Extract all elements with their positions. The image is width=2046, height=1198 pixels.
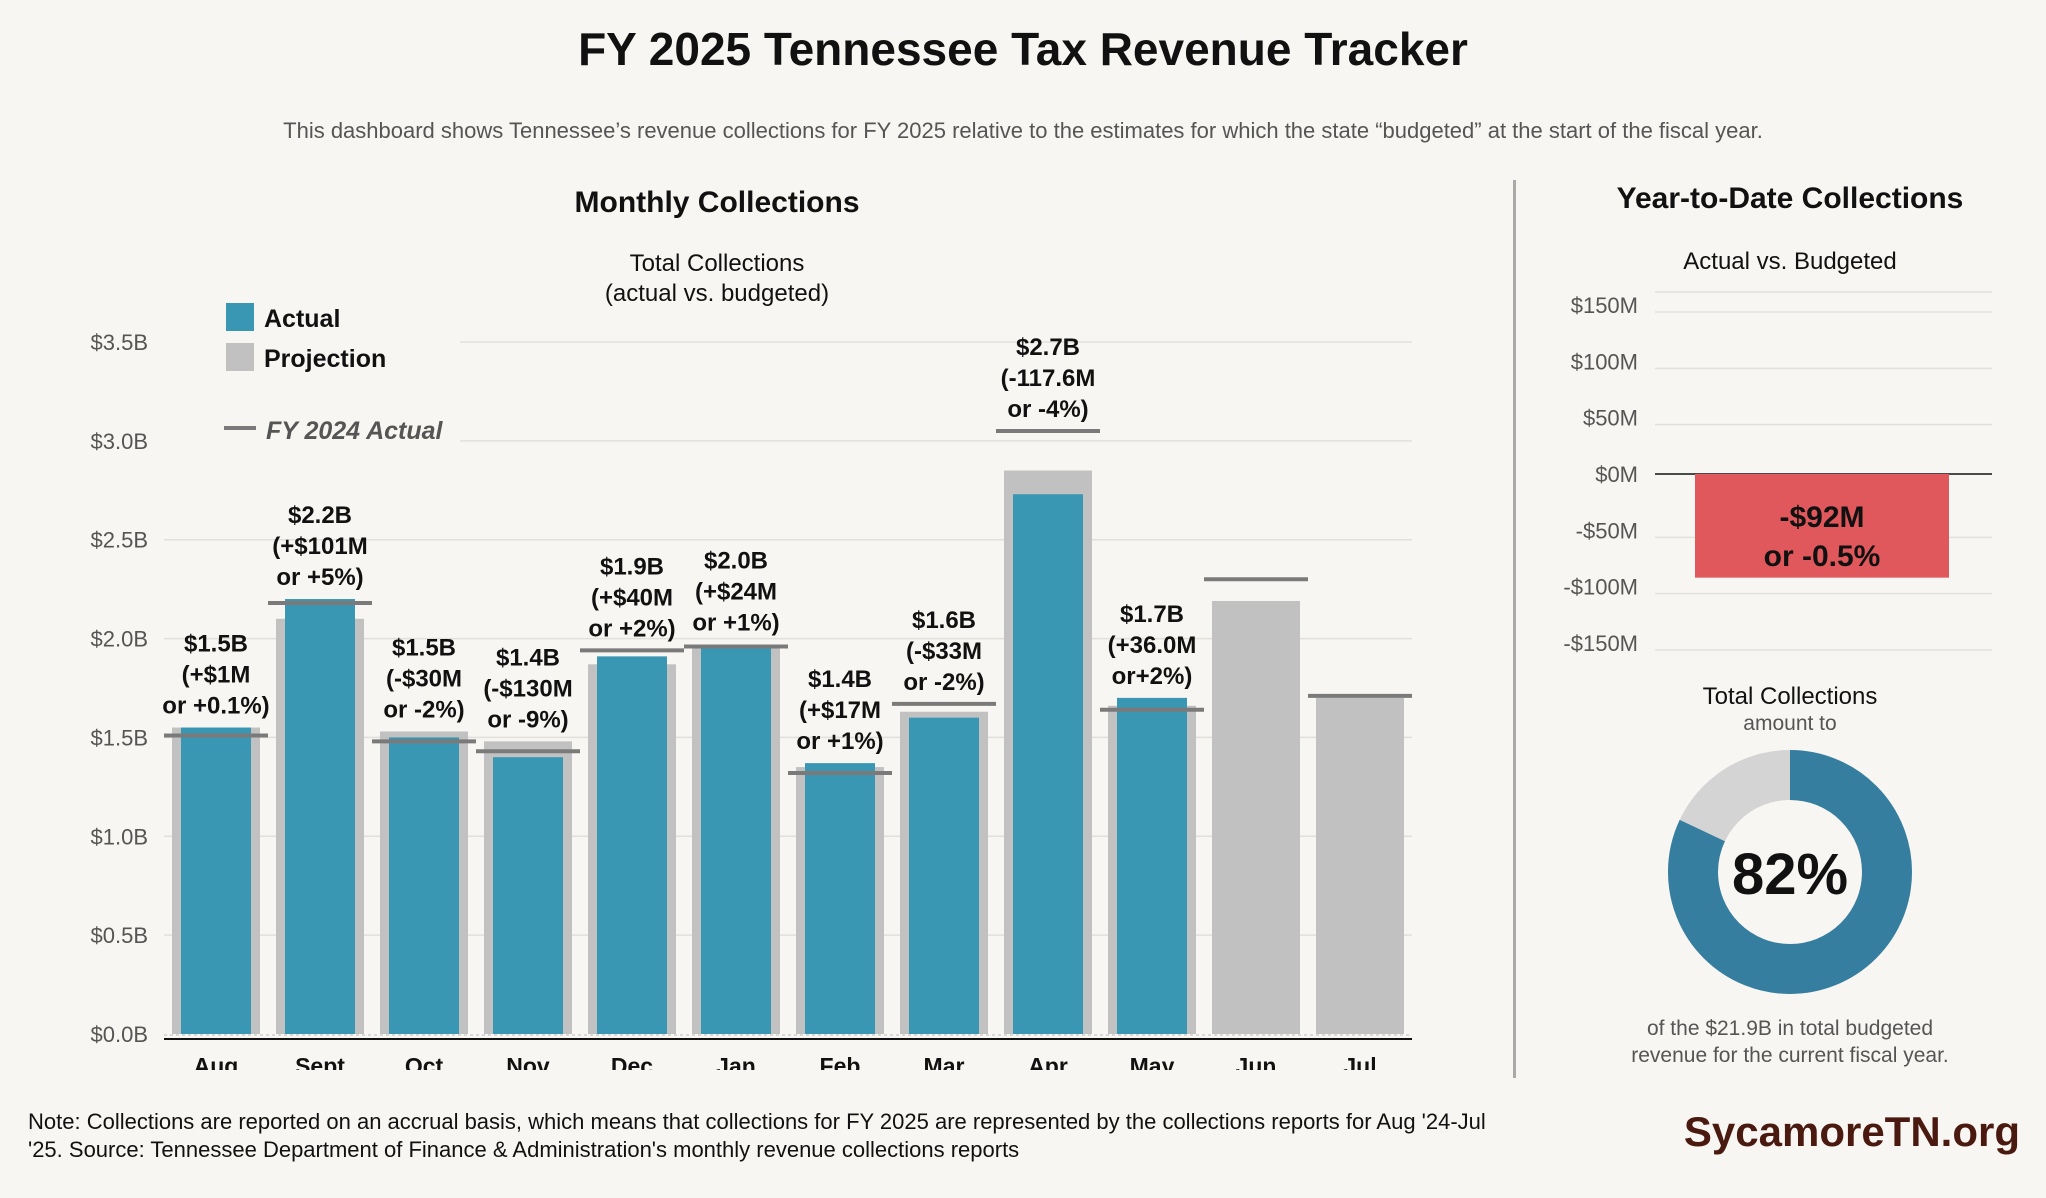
x-tick-label: Jan — [716, 1053, 756, 1070]
donut-title: Total Collections — [1703, 683, 1878, 710]
x-tick-label: May — [1130, 1053, 1175, 1070]
donut-center-label: 82% — [1732, 842, 1848, 907]
y-tick-label: $1.5B — [91, 725, 149, 750]
y-tick-label: $2.5B — [91, 528, 149, 553]
legend-actual-label: Actual — [264, 305, 340, 333]
data-label: $1.5B — [392, 634, 456, 661]
data-label: $1.4B — [496, 644, 560, 671]
ytd-chart-title: Actual vs. Budgeted — [1683, 248, 1896, 275]
brand-logo: SycamoreTN.org — [1683, 1108, 2020, 1155]
data-label: or +1%) — [796, 728, 883, 755]
x-tick-label: Dec — [611, 1053, 653, 1070]
data-label: $1.6B — [912, 607, 976, 634]
data-label: (+$1M — [182, 662, 251, 689]
donut-subtitle: amount to — [1743, 712, 1836, 735]
footnote-line: Note: Collections are reported on an acc… — [28, 1109, 1486, 1134]
data-label: (+36.0M — [1108, 632, 1197, 659]
legend-projection-label: Projection — [264, 345, 386, 373]
monthly-section-title: Monthly Collections — [575, 186, 860, 219]
data-label: $1.4B — [808, 666, 872, 693]
legend-fy2024-label: FY 2024 Actual — [266, 417, 444, 445]
data-label: (+$17M — [799, 697, 881, 724]
data-label: or +2%) — [588, 615, 675, 642]
data-label: or +5%) — [276, 564, 363, 591]
y-tick-label: $3.5B — [91, 330, 149, 355]
x-tick-label: Jun — [1236, 1053, 1277, 1070]
donut-caption: of the $21.9B in total budgeted — [1647, 1017, 1933, 1040]
ytd-variance-label-2: or -0.5% — [1764, 540, 1881, 573]
page-title: FY 2025 Tennessee Tax Revenue Tracker — [578, 23, 1468, 75]
actual-bar — [909, 717, 979, 1034]
actual-bar — [1117, 697, 1187, 1034]
data-label: (+$40M — [591, 584, 673, 611]
ytd-collections-panel: Year-to-Date Collections Actual vs. Budg… — [1563, 182, 1992, 1067]
y-tick-label: -$50M — [1576, 518, 1638, 543]
data-label: (-$30M — [386, 665, 462, 692]
data-label: $2.0B — [704, 548, 768, 575]
monthly-chart-title: Total Collections — [630, 250, 805, 277]
actual-bar — [805, 763, 875, 1034]
footnote-line-2: '25. Source: Tennessee Department of Fin… — [28, 1137, 1020, 1162]
footnote: Note: Collections are reported on an acc… — [28, 1108, 1648, 1164]
actual-bar — [389, 737, 459, 1034]
y-tick-label: $150M — [1571, 293, 1638, 318]
x-tick-label: Sept — [295, 1053, 345, 1070]
ytd-variance-bar — [1695, 474, 1949, 578]
y-tick-label: $0M — [1595, 462, 1638, 487]
legend: Actual Projection FY 2024 Actual — [224, 303, 444, 445]
data-label: (+$101M — [272, 533, 367, 560]
data-label: or +1%) — [692, 610, 779, 637]
data-label: (-$33M — [906, 638, 982, 665]
x-tick-label: Mar — [924, 1053, 965, 1070]
donut-caption-2: revenue for the current fiscal year. — [1631, 1044, 1949, 1067]
y-tick-label: -$100M — [1563, 575, 1638, 600]
monthly-chart-title-2: (actual vs. budgeted) — [605, 280, 829, 307]
data-label: or -2%) — [383, 696, 464, 723]
data-label: or +0.1%) — [162, 693, 269, 720]
actual-bar — [597, 656, 667, 1034]
data-label: (-$130M — [483, 675, 572, 702]
ytd-variance-label: -$92M — [1779, 501, 1864, 534]
y-tick-label: $50M — [1583, 406, 1638, 431]
data-label: $2.2B — [288, 502, 352, 529]
section-divider — [1513, 180, 1516, 1078]
y-tick-label: $0.5B — [91, 923, 149, 948]
actual-bar — [285, 599, 355, 1034]
y-tick-label: $2.0B — [91, 627, 149, 652]
actual-bar — [701, 644, 771, 1034]
x-tick-label: Feb — [820, 1053, 861, 1070]
x-tick-label: Apr — [1028, 1053, 1068, 1070]
x-tick-label: Aug — [194, 1053, 239, 1070]
data-label: (-117.6M — [1001, 365, 1096, 392]
data-label: or+2%) — [1112, 663, 1193, 690]
legend-projection-swatch — [226, 343, 254, 371]
data-label: $1.9B — [600, 553, 664, 580]
y-tick-label: $3.0B — [91, 429, 149, 454]
y-tick-label: $1.0B — [91, 824, 149, 849]
projection-bar — [1212, 601, 1300, 1034]
x-tick-label: Nov — [506, 1053, 550, 1070]
actual-bar — [181, 727, 251, 1034]
monthly-collections-chart: Monthly Collections Total Collections (a… — [91, 186, 1412, 1070]
data-label: $1.7B — [1120, 601, 1184, 628]
projection-bar — [1316, 697, 1404, 1034]
data-label: or -9%) — [487, 706, 568, 733]
ytd-section-title: Year-to-Date Collections — [1617, 182, 1964, 215]
y-tick-label: -$150M — [1563, 631, 1638, 656]
y-tick-label: $0.0B — [91, 1022, 149, 1047]
donut-filled-arc — [1668, 750, 1912, 994]
data-label: $1.5B — [184, 631, 248, 658]
actual-bar — [493, 757, 563, 1034]
legend-actual-swatch — [226, 303, 254, 331]
x-tick-label: Jul — [1343, 1053, 1376, 1070]
page-subtitle: This dashboard shows Tennessee’s revenue… — [283, 118, 1763, 143]
x-tick-label: Oct — [405, 1053, 444, 1070]
data-label: or -4%) — [1007, 396, 1088, 423]
data-label: or -2%) — [903, 669, 984, 696]
data-label: (+$24M — [695, 579, 777, 606]
data-label: $2.7B — [1016, 334, 1080, 361]
y-tick-label: $100M — [1571, 349, 1638, 374]
actual-bar — [1013, 494, 1083, 1034]
